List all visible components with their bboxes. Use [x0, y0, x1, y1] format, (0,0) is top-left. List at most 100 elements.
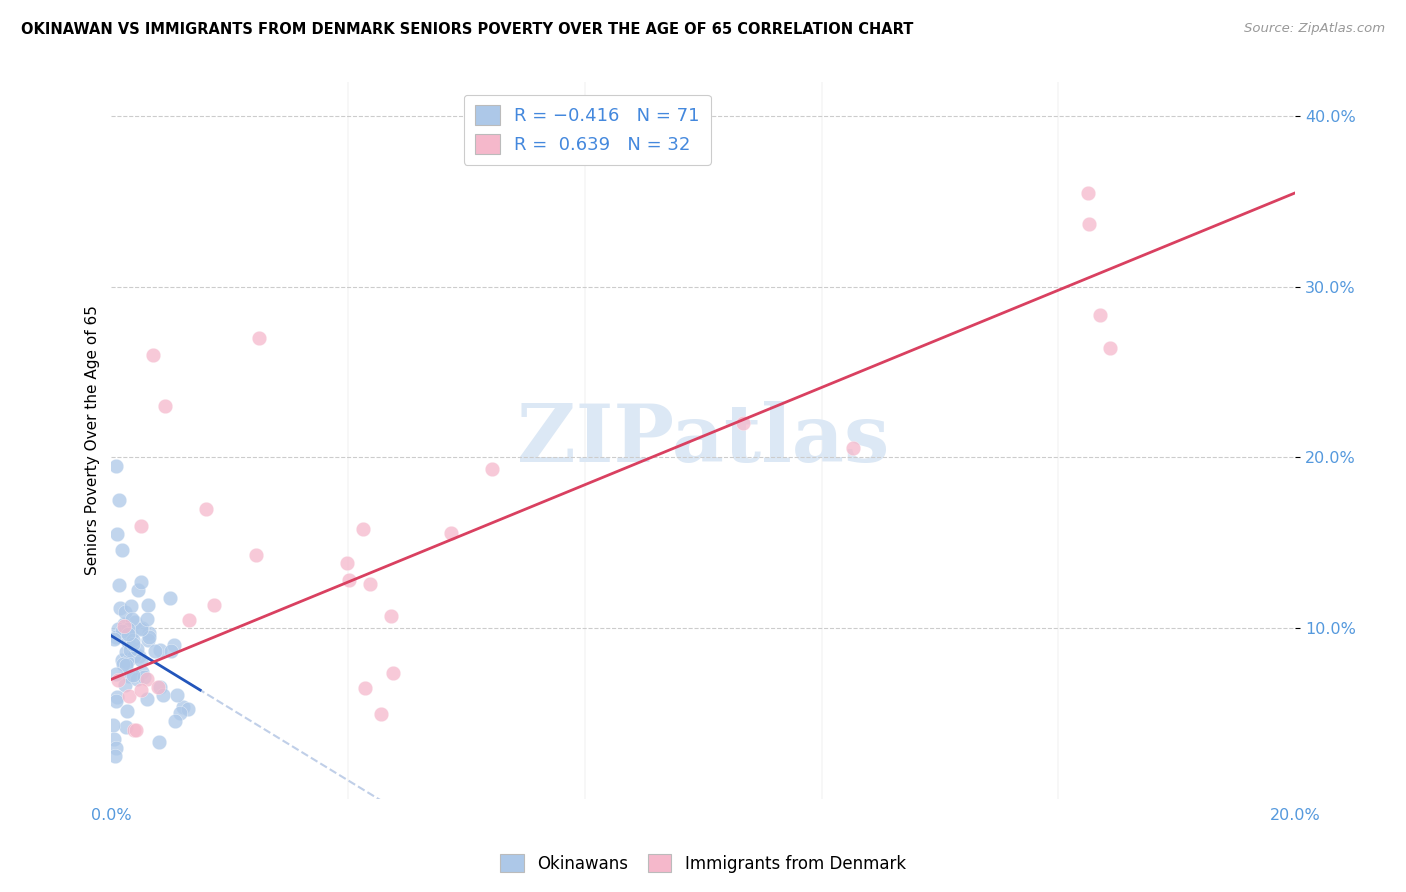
Point: [336, 556, 359, 570]
Point: [121, 636, 143, 650]
Point: [122, 667, 145, 681]
Point: [111, 624, 134, 639]
Point: [731, 416, 754, 430]
Point: [163, 638, 186, 652]
Point: [121, 612, 143, 626]
Point: [131, 665, 153, 679]
Point: [105, 630, 128, 644]
Point: [115, 657, 138, 672]
Point: [135, 673, 157, 687]
Point: [129, 518, 152, 533]
Point: [127, 642, 149, 657]
Y-axis label: Seniors Poverty Over the Age of 65: Seniors Poverty Over the Age of 65: [86, 305, 100, 575]
Point: [120, 599, 142, 614]
Point: [103, 731, 125, 746]
Point: [118, 669, 141, 683]
Point: [195, 501, 218, 516]
Point: [177, 702, 200, 716]
Point: [1090, 308, 1112, 322]
Point: [118, 652, 141, 666]
Point: [148, 735, 170, 749]
Point: [134, 670, 156, 684]
Legend: Okinawans, Immigrants from Denmark: Okinawans, Immigrants from Denmark: [494, 847, 912, 880]
Point: [117, 635, 139, 649]
Point: [117, 655, 139, 669]
Point: [114, 678, 136, 692]
Point: [247, 331, 270, 345]
Point: [107, 622, 129, 636]
Point: [354, 681, 377, 695]
Point: [177, 613, 200, 627]
Point: [152, 688, 174, 702]
Point: [136, 632, 159, 647]
Point: [131, 683, 153, 698]
Point: [352, 522, 374, 536]
Point: [380, 609, 402, 624]
Point: [131, 622, 153, 636]
Point: [117, 622, 139, 636]
Point: [138, 626, 160, 640]
Point: [124, 723, 146, 738]
Point: [110, 600, 132, 615]
Point: [138, 630, 160, 644]
Point: [842, 441, 865, 455]
Point: [136, 612, 159, 626]
Point: [108, 577, 131, 591]
Point: [111, 543, 134, 558]
Text: ZIPatlas: ZIPatlas: [517, 401, 890, 479]
Point: [115, 704, 138, 718]
Point: [112, 619, 135, 633]
Point: [370, 706, 392, 721]
Point: [159, 591, 181, 606]
Point: [1077, 217, 1099, 231]
Point: [118, 690, 141, 704]
Point: [136, 598, 159, 612]
Point: [120, 643, 142, 657]
Point: [125, 723, 148, 738]
Point: [122, 648, 145, 663]
Point: [112, 617, 135, 632]
Point: [127, 582, 149, 597]
Point: [115, 645, 138, 659]
Point: [1099, 341, 1122, 355]
Point: [107, 493, 129, 508]
Point: [104, 694, 127, 708]
Point: [117, 627, 139, 641]
Point: [103, 632, 125, 646]
Point: [114, 605, 136, 619]
Point: [105, 458, 128, 473]
Point: [111, 653, 134, 667]
Point: [131, 575, 153, 590]
Point: [104, 667, 127, 681]
Point: [143, 644, 166, 658]
Point: [172, 700, 194, 714]
Point: [129, 623, 152, 637]
Point: [146, 680, 169, 694]
Point: [337, 573, 360, 587]
Point: [481, 461, 503, 475]
Point: [125, 672, 148, 686]
Point: [136, 692, 159, 706]
Point: [115, 720, 138, 734]
Point: [159, 644, 181, 658]
Point: [118, 652, 141, 666]
Point: [440, 526, 463, 541]
Point: [142, 348, 165, 362]
Point: [128, 649, 150, 664]
Point: [104, 749, 127, 764]
Point: [107, 673, 129, 688]
Point: [111, 657, 134, 671]
Point: [104, 740, 127, 755]
Point: [153, 399, 176, 413]
Point: [121, 633, 143, 648]
Point: [105, 527, 128, 541]
Point: [129, 653, 152, 667]
Legend: R = −0.416   N = 71, R =  0.639   N = 32: R = −0.416 N = 71, R = 0.639 N = 32: [464, 95, 710, 165]
Point: [245, 548, 267, 562]
Point: [165, 714, 187, 728]
Point: [105, 690, 128, 704]
Text: OKINAWAN VS IMMIGRANTS FROM DENMARK SENIORS POVERTY OVER THE AGE OF 65 CORRELATI: OKINAWAN VS IMMIGRANTS FROM DENMARK SENI…: [21, 22, 914, 37]
Point: [382, 666, 405, 681]
Point: [149, 643, 172, 657]
Point: [149, 680, 172, 694]
